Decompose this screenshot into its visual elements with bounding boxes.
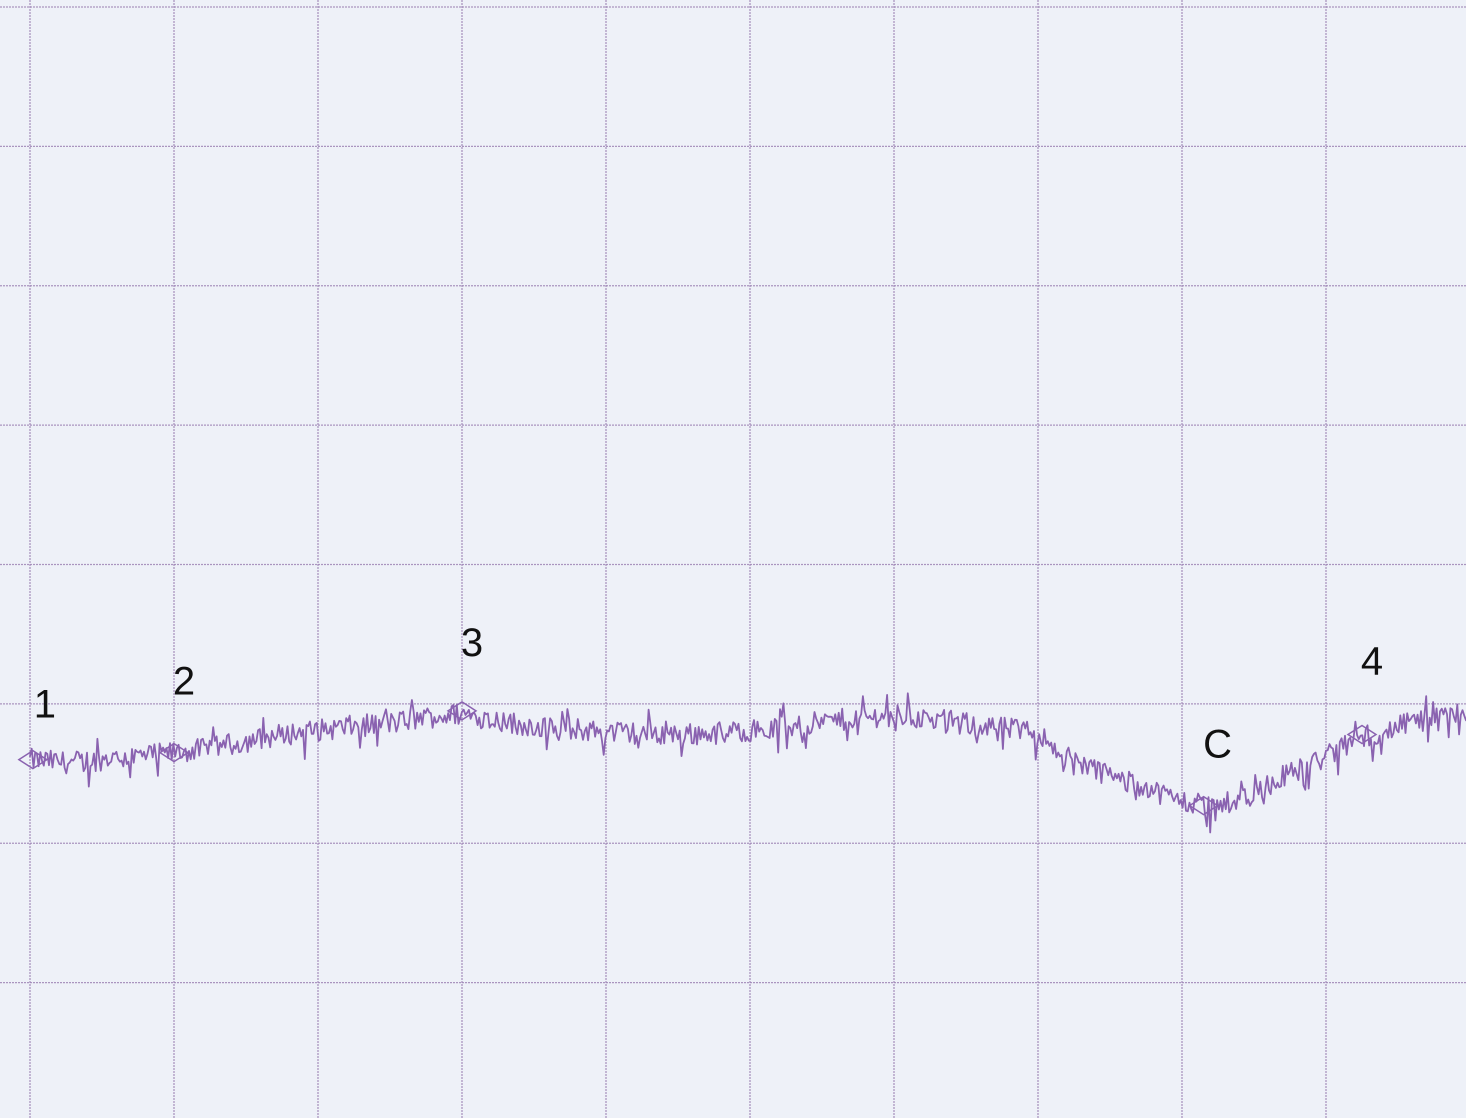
- event-marker-3: [446, 700, 478, 721]
- event-label-3: 3: [461, 621, 483, 665]
- event-markers: [17, 700, 1378, 816]
- event-label-c: C: [1203, 723, 1232, 767]
- event-label-4: 4: [1361, 640, 1383, 684]
- event-labels: 1 2 3 C 4: [34, 621, 1383, 767]
- event-marker-2: [158, 742, 190, 763]
- trace: [29, 692, 1466, 834]
- event-label-1: 1: [34, 683, 56, 727]
- event-marker-c: [1188, 795, 1219, 816]
- trace-series-line: [29, 692, 1466, 834]
- event-marker-1: [17, 749, 49, 770]
- event-marker-4: [1346, 724, 1378, 745]
- event-label-2: 2: [173, 660, 195, 704]
